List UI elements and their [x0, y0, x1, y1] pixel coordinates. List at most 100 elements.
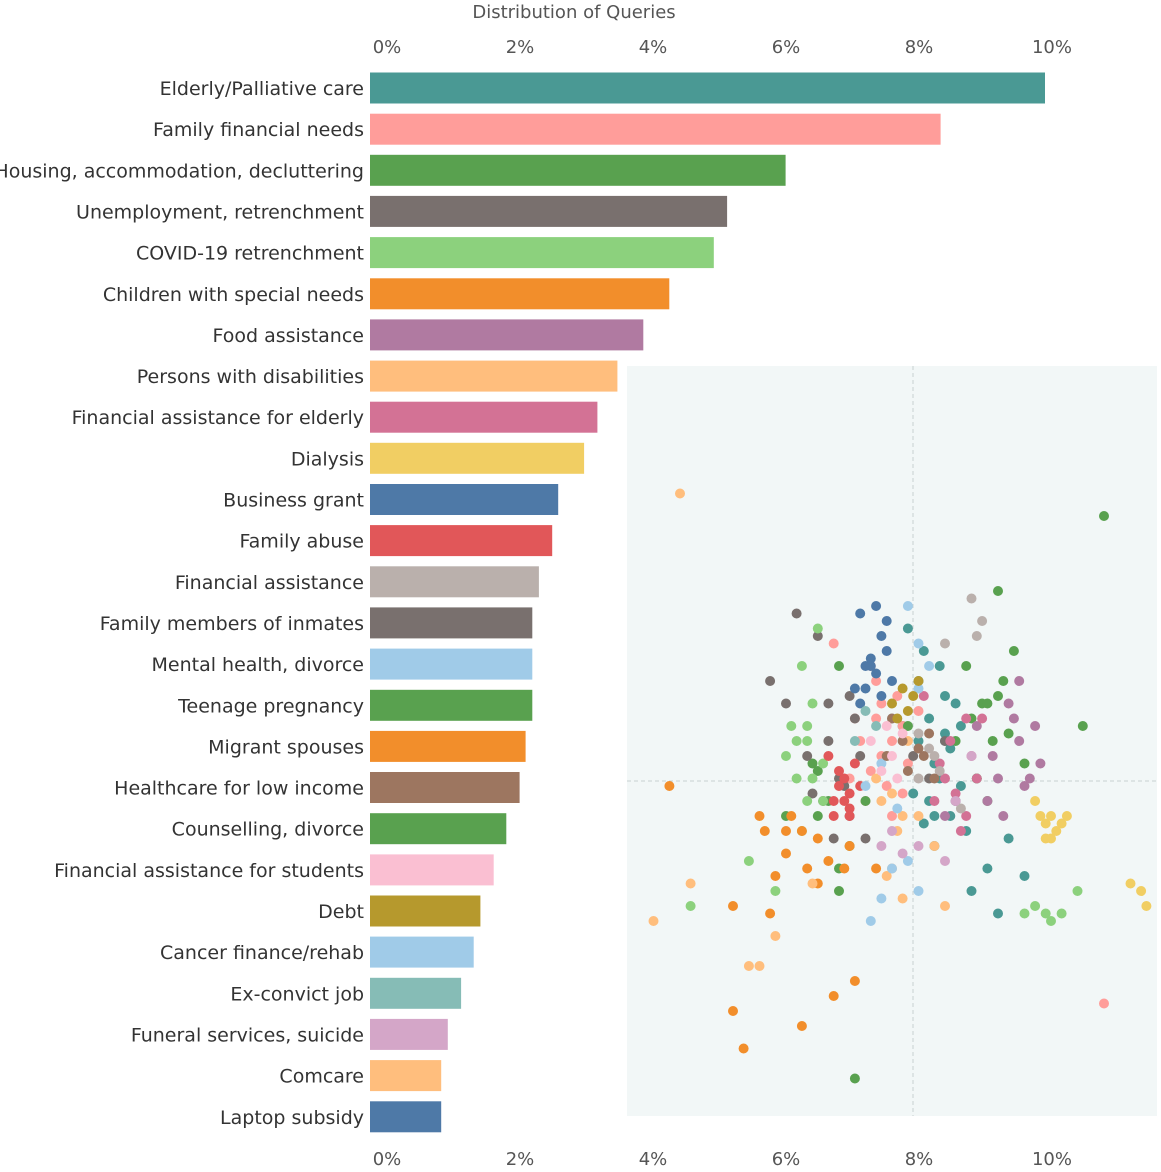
scatter-point[interactable]: [1019, 908, 1030, 919]
scatter-point[interactable]: [913, 773, 924, 784]
scatter-point[interactable]: [881, 646, 892, 656]
bar[interactable]: [370, 648, 533, 680]
scatter-point[interactable]: [971, 721, 982, 731]
scatter-point[interactable]: [849, 683, 860, 694]
scatter-point[interactable]: [865, 916, 876, 926]
scatter-point[interactable]: [1030, 901, 1041, 911]
scatter-point[interactable]: [765, 908, 776, 919]
bar[interactable]: [370, 442, 585, 474]
scatter-point[interactable]: [754, 961, 765, 971]
scatter-point[interactable]: [781, 848, 791, 859]
scatter-point[interactable]: [908, 788, 919, 799]
scatter-point[interactable]: [913, 736, 924, 746]
scatter-point[interactable]: [1051, 826, 1062, 836]
scatter-point[interactable]: [664, 781, 675, 791]
bar[interactable]: [370, 113, 941, 145]
scatter-point[interactable]: [971, 631, 982, 641]
scatter-point[interactable]: [759, 826, 770, 836]
scatter-point[interactable]: [924, 743, 935, 754]
scatter-point[interactable]: [849, 736, 860, 746]
bar[interactable]: [370, 1018, 448, 1050]
scatter-point[interactable]: [796, 1021, 807, 1031]
scatter-point[interactable]: [945, 743, 956, 754]
scatter-point[interactable]: [913, 683, 924, 694]
scatter-point[interactable]: [929, 811, 940, 821]
scatter-point[interactable]: [1072, 886, 1083, 896]
bar[interactable]: [370, 72, 1045, 104]
scatter-point[interactable]: [812, 766, 823, 776]
scatter-point[interactable]: [807, 773, 818, 784]
scatter-point[interactable]: [1003, 698, 1014, 709]
scatter-point[interactable]: [913, 886, 924, 896]
scatter-point[interactable]: [913, 706, 924, 716]
scatter-point[interactable]: [1061, 811, 1072, 821]
scatter-point[interactable]: [685, 878, 696, 889]
scatter-point[interactable]: [966, 886, 977, 896]
scatter-point[interactable]: [823, 856, 834, 866]
scatter-point[interactable]: [818, 758, 829, 769]
bar[interactable]: [370, 689, 533, 721]
scatter-point[interactable]: [802, 863, 813, 874]
scatter-point[interactable]: [950, 698, 961, 709]
bar[interactable]: [370, 237, 714, 269]
scatter-point[interactable]: [982, 796, 993, 806]
scatter-point[interactable]: [993, 773, 1003, 784]
bar[interactable]: [370, 154, 786, 186]
scatter-point[interactable]: [918, 691, 929, 701]
scatter-point[interactable]: [770, 871, 781, 881]
scatter-point[interactable]: [844, 788, 855, 799]
bar[interactable]: [370, 278, 670, 310]
scatter-point[interactable]: [802, 721, 813, 731]
scatter-point[interactable]: [786, 811, 797, 821]
scatter-point[interactable]: [892, 773, 903, 784]
scatter-point[interactable]: [934, 758, 945, 769]
scatter-point[interactable]: [1019, 781, 1030, 791]
scatter-point[interactable]: [1046, 916, 1056, 926]
scatter-point[interactable]: [860, 683, 871, 694]
scatter-point[interactable]: [876, 766, 887, 776]
scatter-point[interactable]: [818, 796, 829, 806]
scatter-point[interactable]: [844, 841, 855, 851]
scatter-point[interactable]: [902, 623, 913, 634]
scatter-point[interactable]: [887, 736, 897, 746]
scatter-point[interactable]: [887, 826, 897, 836]
scatter-point[interactable]: [876, 698, 887, 709]
scatter-point[interactable]: [998, 676, 1009, 686]
scatter-point[interactable]: [828, 638, 839, 649]
bar[interactable]: [370, 854, 494, 886]
scatter-point[interactable]: [860, 833, 871, 844]
scatter-point[interactable]: [781, 698, 791, 709]
bar[interactable]: [370, 730, 526, 762]
scatter-point[interactable]: [897, 728, 908, 739]
scatter-point[interactable]: [876, 631, 887, 641]
scatter-point[interactable]: [1040, 908, 1051, 919]
scatter-point[interactable]: [802, 796, 813, 806]
scatter-point[interactable]: [828, 833, 839, 844]
scatter-point[interactable]: [743, 856, 754, 866]
scatter-point[interactable]: [855, 608, 866, 619]
scatter-point[interactable]: [993, 691, 1003, 701]
scatter-point[interactable]: [929, 796, 940, 806]
scatter-point[interactable]: [871, 713, 882, 724]
scatter-point[interactable]: [781, 751, 791, 761]
scatter-point[interactable]: [791, 736, 802, 746]
scatter-point[interactable]: [1056, 908, 1067, 919]
scatter-point[interactable]: [987, 751, 998, 761]
bar[interactable]: [370, 319, 644, 351]
scatter-point[interactable]: [982, 863, 993, 874]
scatter-point[interactable]: [855, 698, 866, 709]
scatter-point[interactable]: [998, 811, 1009, 821]
scatter-point[interactable]: [860, 796, 871, 806]
scatter-point[interactable]: [918, 818, 929, 829]
scatter-point[interactable]: [834, 766, 844, 776]
scatter-point[interactable]: [871, 601, 882, 611]
scatter-point[interactable]: [945, 736, 956, 746]
scatter-point[interactable]: [993, 908, 1003, 919]
scatter-point[interactable]: [934, 661, 945, 671]
scatter-point[interactable]: [902, 758, 913, 769]
scatter-point[interactable]: [955, 781, 966, 791]
scatter-point[interactable]: [924, 661, 935, 671]
scatter-point[interactable]: [791, 773, 802, 784]
scatter-point[interactable]: [1035, 758, 1046, 769]
bar[interactable]: [370, 607, 533, 639]
